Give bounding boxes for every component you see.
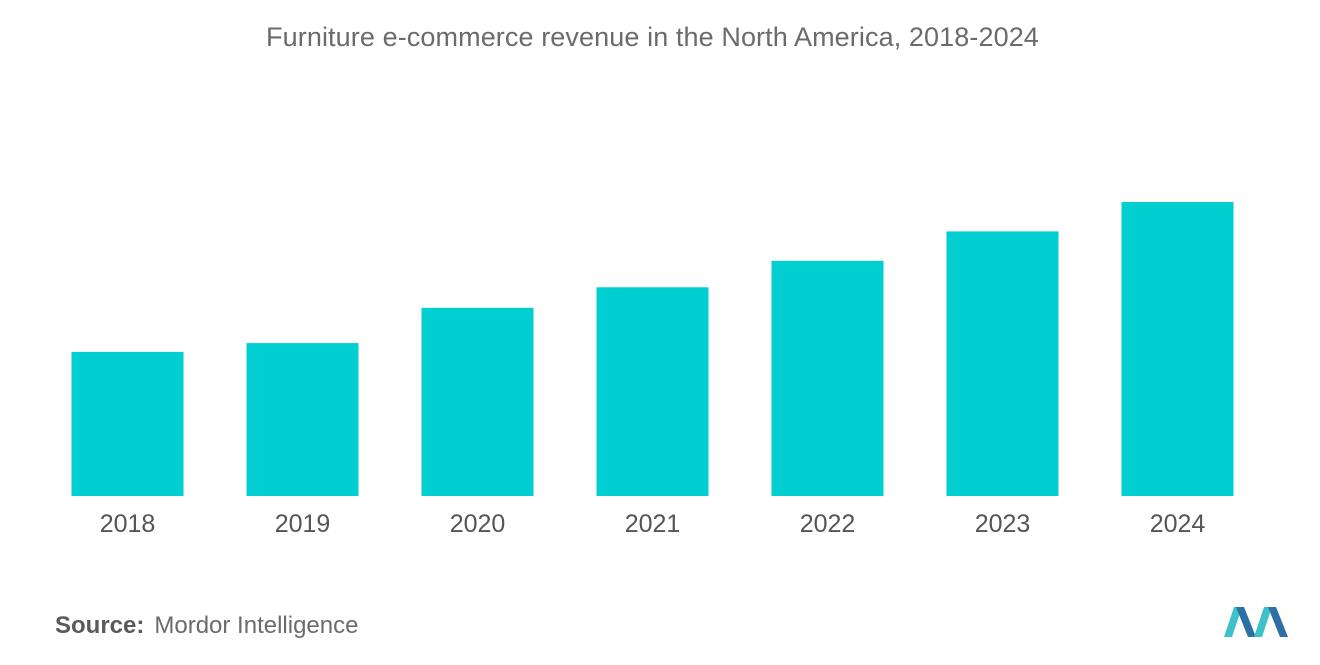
source-name: Mordor Intelligence bbox=[154, 612, 359, 639]
x-tick-label-2018: 2018 bbox=[100, 510, 156, 538]
bar-2023 bbox=[946, 231, 1059, 496]
source-line: Source: Mordor Intelligence bbox=[55, 612, 358, 640]
bar-2019 bbox=[246, 343, 359, 496]
x-tick-label-2024: 2024 bbox=[1150, 510, 1206, 538]
logo-shape-mid-right bbox=[1254, 607, 1272, 637]
x-tick-label-2020: 2020 bbox=[450, 510, 506, 538]
bars-group bbox=[71, 202, 1234, 496]
logo-shape-left bbox=[1224, 607, 1242, 637]
bar-2022 bbox=[771, 260, 884, 496]
x-tick-label-2021: 2021 bbox=[625, 510, 681, 538]
logo-shape-right bbox=[1268, 607, 1288, 637]
bar-2018 bbox=[71, 351, 184, 496]
page-title: Furniture e-commerce revenue in the Nort… bbox=[266, 22, 1039, 52]
x-tick-labels: 2018 2019 2020 2021 2022 2023 2024 bbox=[100, 510, 1206, 538]
bar-chart: 2018 2019 2020 2021 2022 2023 2024 bbox=[71, 202, 1234, 538]
x-tick-label-2022: 2022 bbox=[800, 510, 856, 538]
bar-2024 bbox=[1121, 202, 1234, 496]
mordor-intelligence-logo-icon bbox=[1224, 603, 1290, 644]
source-label: Source: bbox=[55, 612, 145, 639]
x-tick-label-2023: 2023 bbox=[975, 510, 1031, 538]
logo-shape-mid-left bbox=[1236, 607, 1256, 637]
bar-2020 bbox=[421, 307, 534, 496]
x-tick-label-2019: 2019 bbox=[275, 510, 331, 538]
bar-2021 bbox=[596, 287, 709, 496]
